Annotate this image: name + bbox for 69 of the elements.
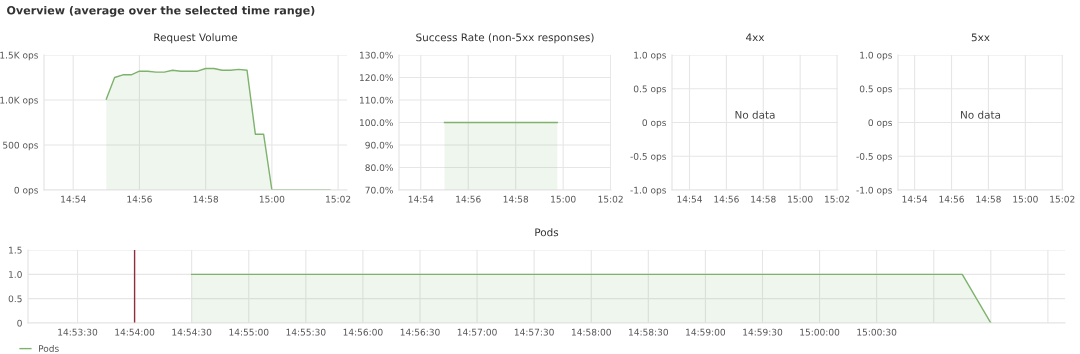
y-tick-label: -1.0 ops xyxy=(630,186,666,196)
x-tick-label: 14:54 xyxy=(61,195,86,203)
y-tick-label: 0 xyxy=(17,319,22,327)
y-tick-label: 0.5 ops xyxy=(859,85,892,95)
x-tick-label: 14:54 xyxy=(408,195,434,203)
chart-title: 5xx xyxy=(971,33,990,42)
x-tick-label: 14:59:30 xyxy=(743,328,783,336)
y-tick-label: 500 ops xyxy=(3,141,38,151)
y-tick-label: 90.0% xyxy=(365,141,393,149)
y-tick-label: 0 ops xyxy=(868,119,892,128)
chart-title: Pods xyxy=(535,228,559,237)
y-tick-label: -0.5 ops xyxy=(856,152,892,162)
x-tick-label: 14:56:00 xyxy=(343,328,383,336)
x-tick-label: 14:55:30 xyxy=(286,328,326,336)
chart-title: Request Volume xyxy=(154,33,238,44)
x-tick-label: 15:02 xyxy=(1050,195,1075,203)
x-tick-label: 14:58 xyxy=(503,195,529,203)
x-tick-label: 14:58:30 xyxy=(629,328,668,336)
x-tick-label: 15:00:30 xyxy=(857,328,897,336)
x-tick-label: 14:54 xyxy=(677,195,702,203)
y-tick-label: 0 ops xyxy=(14,186,38,196)
x-tick-label: 15:00 xyxy=(259,195,285,203)
chart-title: Success Rate (non-5xx responses) xyxy=(416,33,594,44)
x-tick-label: 15:00 xyxy=(788,195,813,203)
y-tick-label: -0.5 ops xyxy=(630,152,666,162)
y-tick-label: 1.0K ops xyxy=(0,96,38,106)
y-tick-label: 80.0% xyxy=(365,164,393,172)
x-tick-label: 14:56 xyxy=(456,195,481,203)
y-tick-label: 1.0 ops xyxy=(634,51,666,61)
y-tick-label: -1.0 ops xyxy=(856,186,892,196)
annotation: No data xyxy=(961,110,1001,119)
y-tick-label: 100.0% xyxy=(360,119,393,127)
x-tick-label: 14:56 xyxy=(939,195,964,203)
y-tick-label: 0.5 xyxy=(8,295,22,303)
y-tick-label: 130.0% xyxy=(360,51,393,59)
x-tick-label: 14:57:30 xyxy=(514,328,554,336)
x-tick-label: 15:00 xyxy=(551,195,576,203)
y-tick-label: 1.0 xyxy=(9,271,22,278)
legend-label: Pods xyxy=(39,344,59,352)
x-tick-label: 14:58 xyxy=(751,195,776,203)
x-tick-label: 14:56 xyxy=(127,195,152,203)
text: Overview (average over the selected time range) xyxy=(7,5,315,17)
x-tick-label: 14:57:00 xyxy=(457,328,497,336)
y-tick-label: 70.0% xyxy=(365,186,393,194)
x-tick-label: 15:02 xyxy=(825,195,850,203)
x-tick-label: 15:00:00 xyxy=(800,328,840,336)
chart-title: 4xx xyxy=(746,33,765,42)
x-tick-label: 14:56 xyxy=(714,195,739,203)
x-tick-label: 15:02 xyxy=(598,195,623,203)
x-tick-label: 14:58 xyxy=(976,195,1001,203)
x-tick-label: 14:59:00 xyxy=(686,328,726,336)
y-tick-label: 1.0 ops xyxy=(860,51,892,61)
y-tick-label: 1.5K ops xyxy=(0,51,38,61)
y-tick-label: 0.5 ops xyxy=(633,85,666,95)
x-tick-label: 14:54 xyxy=(902,195,928,203)
annotation: No data xyxy=(735,110,775,119)
x-tick-label: 15:02 xyxy=(326,195,351,203)
x-tick-label: 14:56:30 xyxy=(400,328,440,336)
x-tick-label: 14:53:30 xyxy=(58,328,98,336)
y-tick-label: 0 ops xyxy=(642,119,666,128)
x-tick-label: 15:00 xyxy=(1013,195,1038,203)
y-tick-label: 120.0% xyxy=(360,74,393,82)
y-tick-label: 1.5 xyxy=(9,246,22,254)
x-tick-label: 14:58 xyxy=(193,195,219,203)
x-tick-label: 14:54:30 xyxy=(172,328,212,336)
x-tick-label: 14:55:00 xyxy=(229,328,269,336)
x-tick-label: 14:54:00 xyxy=(115,328,155,336)
x-tick-label: 14:58:00 xyxy=(571,328,611,336)
y-tick-label: 110.0% xyxy=(360,96,393,104)
